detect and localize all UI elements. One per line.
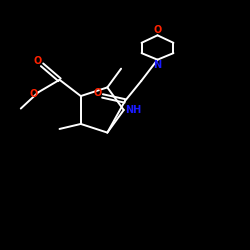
Text: O: O — [93, 88, 102, 99]
Text: O: O — [154, 25, 162, 35]
Text: N: N — [154, 60, 162, 70]
Text: O: O — [34, 56, 42, 66]
Text: O: O — [30, 88, 38, 99]
Text: NH: NH — [125, 105, 142, 115]
